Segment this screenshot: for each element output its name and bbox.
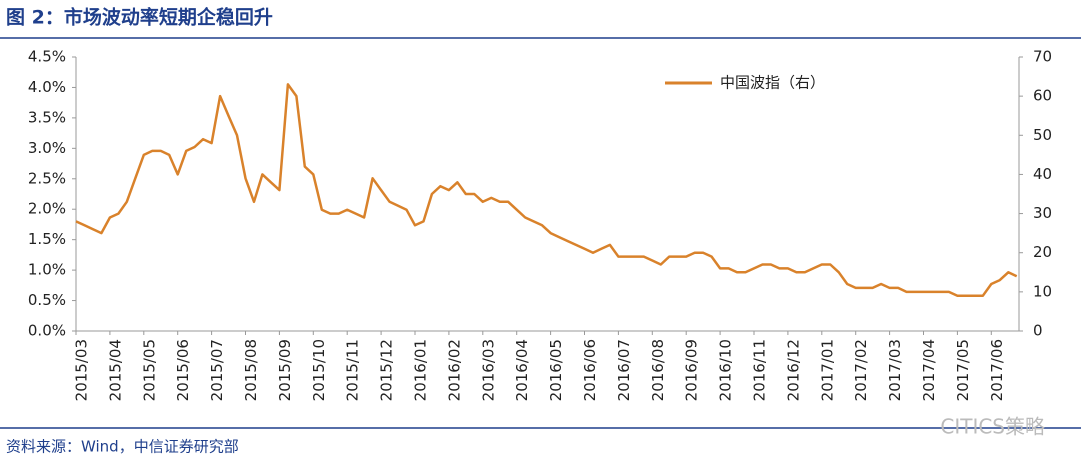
x-tick-label: 2015/08 — [242, 339, 260, 401]
x-tick-label: 2016/10 — [717, 339, 735, 401]
y2-tick-label: 60 — [1033, 87, 1052, 105]
x-tick-label: 2016/03 — [479, 339, 497, 401]
x-tick-label: 2015/10 — [310, 339, 328, 401]
x-tick-label: 2015/06 — [174, 339, 192, 401]
x-tick-label: 2016/06 — [581, 339, 599, 401]
x-tick-label: 2016/11 — [751, 339, 769, 401]
x-tick-label: 2015/12 — [378, 339, 396, 401]
x-tick-label: 2015/04 — [106, 339, 124, 401]
x-tick-label: 2016/05 — [547, 339, 565, 401]
y-tick-label: 0.0% — [28, 322, 66, 340]
x-tick-label: 2016/01 — [412, 339, 430, 401]
y2-tick-label: 50 — [1033, 126, 1052, 144]
y-tick-label: 2.0% — [28, 200, 66, 218]
y2-tick-label: 20 — [1033, 243, 1052, 261]
x-tick-label: 2017/05 — [954, 339, 972, 401]
x-tick-label: 2017/03 — [886, 339, 904, 401]
x-tick-label: 2015/03 — [73, 339, 91, 401]
watermark: CITICS策略 — [940, 415, 1045, 439]
x-tick-label: 2015/09 — [276, 339, 294, 401]
y-tick-label: 1.0% — [28, 261, 66, 279]
y2-tick-label: 0 — [1033, 322, 1043, 340]
y-tick-label: 1.5% — [28, 230, 66, 248]
chart-title: 图 2：市场波动率短期企稳回升 — [6, 6, 273, 29]
y2-tick-label: 40 — [1033, 165, 1052, 183]
legend-label: 中国波指（右） — [720, 74, 825, 92]
y-tick-label: 3.0% — [28, 139, 66, 157]
y-tick-label: 4.5% — [28, 48, 66, 66]
x-tick-label: 2016/02 — [445, 339, 463, 401]
y-tick-label: 0.5% — [28, 291, 66, 309]
x-tick-label: 2017/04 — [920, 339, 938, 401]
x-tick-label: 2015/11 — [344, 339, 362, 401]
x-tick-label: 2017/02 — [852, 339, 870, 401]
y-tick-label: 2.5% — [28, 169, 66, 187]
y-tick-label: 4.0% — [28, 78, 66, 96]
x-tick-label: 2016/09 — [683, 339, 701, 401]
y2-tick-label: 70 — [1033, 48, 1052, 66]
x-tick-label: 2016/08 — [649, 339, 667, 401]
x-tick-label: 2016/04 — [513, 339, 531, 401]
x-tick-label: 2016/07 — [615, 339, 633, 401]
series-line — [75, 83, 1018, 298]
x-tick-label: 2017/01 — [818, 339, 836, 401]
x-tick-label: 2015/05 — [140, 339, 158, 401]
y2-tick-label: 30 — [1033, 204, 1052, 222]
y-tick-label: 3.5% — [28, 108, 66, 126]
source: 资料来源：Wind，中信证券研究部 — [6, 438, 239, 456]
x-tick-label: 2017/06 — [988, 339, 1006, 401]
x-tick-label: 2016/12 — [784, 339, 802, 401]
y2-tick-label: 10 — [1033, 282, 1052, 300]
x-tick-label: 2015/07 — [208, 339, 226, 401]
